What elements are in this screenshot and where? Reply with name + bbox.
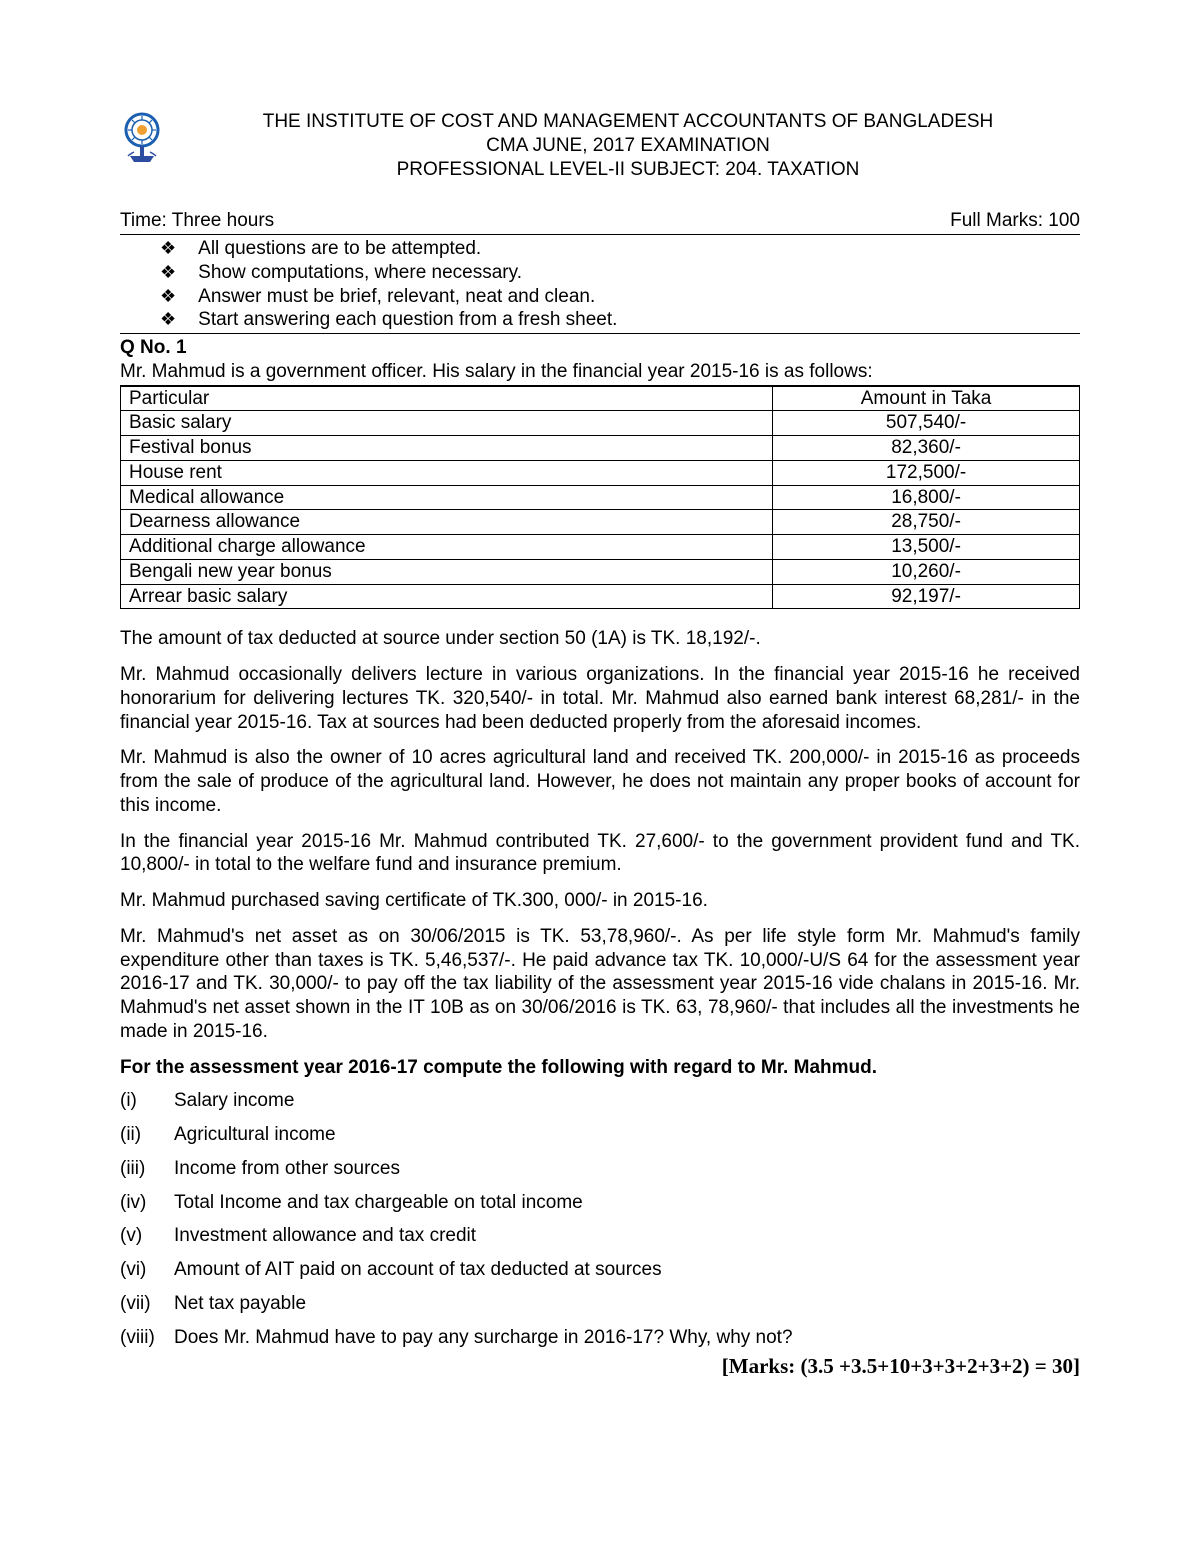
table-row: Dearness allowance28,750/-	[121, 510, 1080, 535]
requirement-item: (iv)Total Income and tax chargeable on t…	[120, 1191, 1080, 1215]
paragraph: Mr. Mahmud is also the owner of 10 acres…	[120, 746, 1080, 817]
table-row: Medical allowance16,800/-	[121, 485, 1080, 510]
instruction-item: ❖ Start answering each question from a f…	[120, 308, 1080, 332]
table-row: Arrear basic salary92,197/-	[121, 584, 1080, 609]
requirement-item: (vii)Net tax payable	[120, 1292, 1080, 1316]
requirements-list: (i)Salary income (ii)Agricultural income…	[120, 1089, 1080, 1349]
institute-logo	[120, 112, 164, 164]
diamond-bullet-icon: ❖	[160, 285, 176, 308]
instruction-text: Start answering each question from a fre…	[198, 308, 617, 332]
instruction-item: ❖ Answer must be brief, relevant, neat a…	[120, 285, 1080, 309]
requirement-item: (ii)Agricultural income	[120, 1123, 1080, 1147]
table-header-row: Particular Amount in Taka	[121, 386, 1080, 411]
instruction-text: Show computations, where necessary.	[198, 261, 522, 285]
paragraph: In the financial year 2015-16 Mr. Mahmud…	[120, 830, 1080, 878]
instruction-item: ❖ Show computations, where necessary.	[120, 261, 1080, 285]
paragraph: The amount of tax deducted at source und…	[120, 627, 1080, 651]
requirement-heading: For the assessment year 2016-17 compute …	[120, 1056, 1080, 1080]
time-label: Time: Three hours	[120, 209, 274, 233]
table-row: Bengali new year bonus10,260/-	[121, 559, 1080, 584]
requirement-item: (i)Salary income	[120, 1089, 1080, 1113]
instructions-block: ❖ All questions are to be attempted. ❖ S…	[120, 237, 1080, 334]
diamond-bullet-icon: ❖	[160, 261, 176, 284]
marks-allocation: [Marks: (3.5 +3.5+10+3+3+2+3+2) = 30]	[120, 1353, 1080, 1379]
table-row: Basic salary507,540/-	[121, 411, 1080, 436]
exam-info-row: Time: Three hours Full Marks: 100	[120, 209, 1080, 235]
table-row: House rent172,500/-	[121, 460, 1080, 485]
diamond-bullet-icon: ❖	[160, 308, 176, 331]
requirement-item: (iii)Income from other sources	[120, 1157, 1080, 1181]
table-header-amount: Amount in Taka	[773, 386, 1080, 411]
exam-session: CMA JUNE, 2017 EXAMINATION	[176, 134, 1080, 158]
table-row: Festival bonus82,360/-	[121, 436, 1080, 461]
question-intro: Mr. Mahmud is a government officer. His …	[120, 360, 1080, 386]
exam-page: THE INSTITUTE OF COST AND MANAGEMENT ACC…	[0, 0, 1200, 1460]
diamond-bullet-icon: ❖	[160, 237, 176, 260]
header-title-block: THE INSTITUTE OF COST AND MANAGEMENT ACC…	[176, 110, 1080, 181]
institute-name: THE INSTITUTE OF COST AND MANAGEMENT ACC…	[176, 110, 1080, 134]
paragraph: Mr. Mahmud occasionally delivers lecture…	[120, 663, 1080, 734]
requirement-item: (v)Investment allowance and tax credit	[120, 1224, 1080, 1248]
instruction-item: ❖ All questions are to be attempted.	[120, 237, 1080, 261]
subject-line: PROFESSIONAL LEVEL-II SUBJECT: 204. TAXA…	[176, 158, 1080, 182]
instruction-text: All questions are to be attempted.	[198, 237, 481, 261]
table-header-particular: Particular	[121, 386, 773, 411]
requirement-item: (vi)Amount of AIT paid on account of tax…	[120, 1258, 1080, 1282]
question-number: Q No. 1	[120, 336, 1080, 360]
salary-table: Particular Amount in Taka Basic salary50…	[120, 386, 1080, 610]
paragraph: Mr. Mahmud purchased saving certificate …	[120, 889, 1080, 913]
requirement-item: (viii)Does Mr. Mahmud have to pay any su…	[120, 1326, 1080, 1350]
paragraph: Mr. Mahmud's net asset as on 30/06/2015 …	[120, 925, 1080, 1044]
full-marks-label: Full Marks: 100	[950, 209, 1080, 233]
page-header: THE INSTITUTE OF COST AND MANAGEMENT ACC…	[120, 110, 1080, 181]
instruction-text: Answer must be brief, relevant, neat and…	[198, 285, 595, 309]
table-row: Additional charge allowance13,500/-	[121, 535, 1080, 560]
